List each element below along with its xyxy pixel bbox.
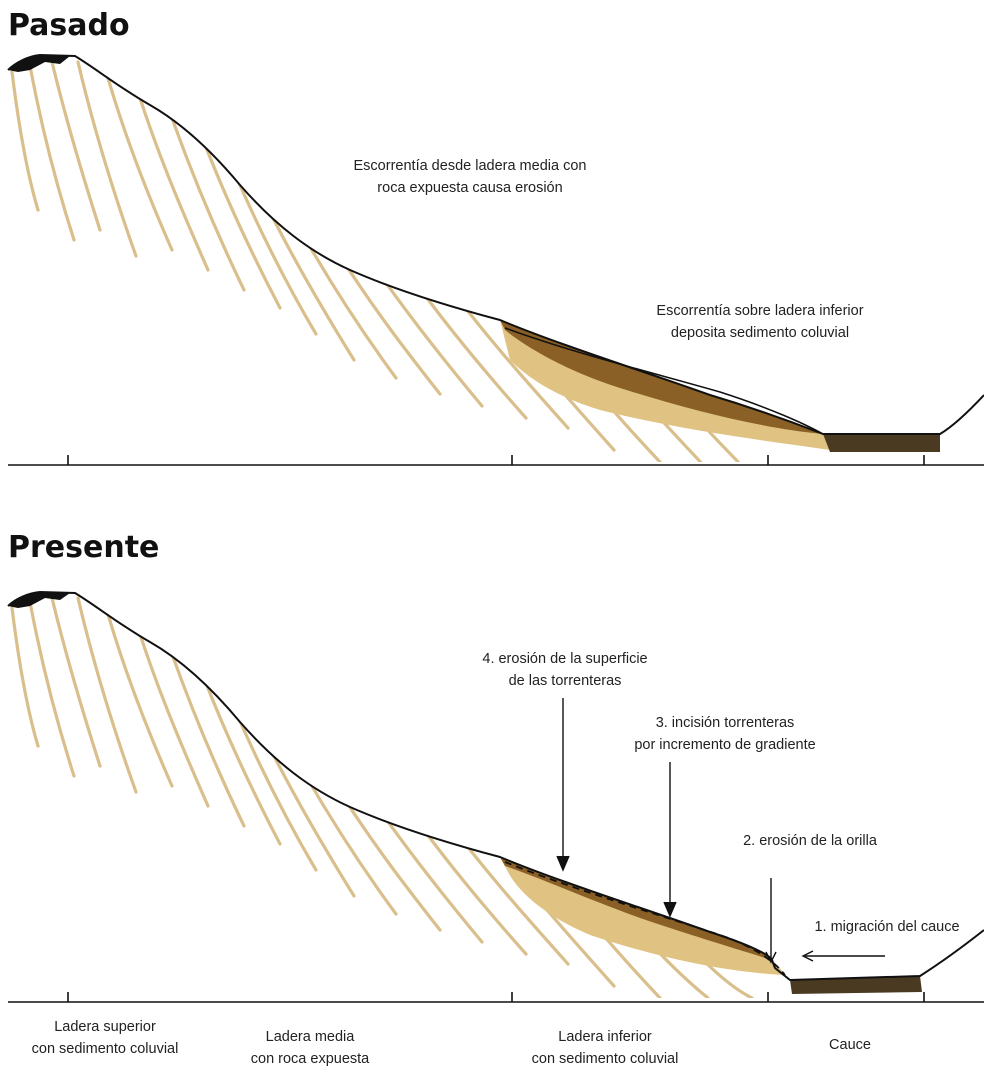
zone-line: Cauce	[829, 1037, 871, 1053]
note-line: deposita sedimento coluvial	[670, 325, 850, 341]
surface-erosion-note: 4. erosión de la superficie de las torre…	[420, 648, 710, 692]
zone-line: Ladera media	[265, 1029, 355, 1045]
note-line: 3. incisión torrenteras	[655, 715, 795, 731]
note-line: 4. erosión de la superficie	[482, 651, 648, 667]
past-panel	[7, 53, 984, 466]
present-baseline	[8, 992, 984, 1003]
present-panel	[7, 590, 984, 1003]
note-line: roca expuesta causa erosión	[377, 180, 563, 196]
past-colluvium-line	[504, 327, 824, 435]
present-channel-sediment	[790, 976, 922, 994]
past-channel-sediment	[823, 434, 940, 452]
present-former-surface-dashed	[504, 861, 786, 976]
zone-label-channel: Cauce	[800, 1034, 900, 1056]
past-runoff-deposit-note: Escorrentía sobre ladera inferior deposi…	[600, 300, 920, 344]
migration-note: 1. migración del cauce	[814, 919, 960, 935]
present-summit-cap	[8, 592, 70, 608]
bank-erosion-note: 2. erosión de la orilla	[743, 833, 877, 849]
note-line: Escorrentía sobre ladera inferior	[656, 303, 864, 319]
zone-line: Ladera inferior	[558, 1029, 652, 1045]
past-slope-profile	[7, 53, 984, 435]
present-annotation-arrows	[556, 698, 885, 964]
note-line: Escorrentía desde ladera media con	[353, 158, 587, 174]
zone-line: con roca expuesta	[250, 1051, 370, 1067]
zone-label-lower-slope: Ladera inferior con sedimento coluvial	[505, 1026, 705, 1070]
zone-line: con sedimento coluvial	[531, 1051, 679, 1067]
zone-label-upper-slope: Ladera superior con sedimento coluvial	[0, 1016, 210, 1060]
present-title: Presente	[8, 530, 160, 565]
zone-label-mid-slope: Ladera media con roca expuesta	[225, 1026, 395, 1070]
past-baseline	[8, 455, 984, 466]
past-runoff-erosion-note: Escorrentía desde ladera media con roca …	[300, 155, 640, 199]
incision-note: 3. incisión torrenteras por incremento d…	[580, 712, 870, 756]
past-summit-cap	[8, 55, 70, 72]
past-title: Pasado	[8, 8, 130, 43]
note-line: por incremento de gradiente	[634, 737, 816, 753]
note-line: de las torrenteras	[508, 673, 622, 689]
zone-line: Ladera superior	[54, 1019, 156, 1035]
zone-line: con sedimento coluvial	[31, 1041, 179, 1057]
present-slope-profile	[7, 590, 984, 982]
